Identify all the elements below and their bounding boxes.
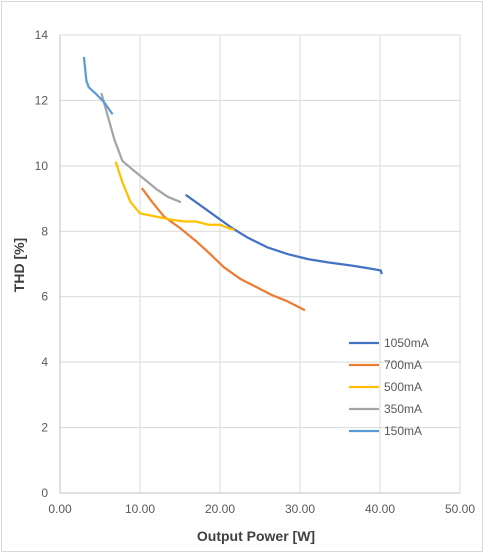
- legend-label: 350mA: [384, 402, 422, 416]
- y-tick-label: 14: [35, 28, 49, 42]
- y-tick-label: 2: [41, 421, 48, 435]
- x-tick-label: 30.00: [285, 502, 315, 516]
- y-tick-label: 0: [41, 486, 48, 500]
- legend: 1050mA 700mA 500mA 350mA 150mA: [349, 336, 429, 438]
- series-line-1050mA: [185, 194, 383, 275]
- series-line-350mA: [100, 92, 182, 203]
- x-tick-label: 0.00: [48, 502, 72, 516]
- x-tick-label: 10.00: [125, 502, 155, 516]
- series-line-150mA: [82, 56, 114, 115]
- legend-label: 150mA: [384, 424, 422, 438]
- y-tick-label: 10: [35, 159, 49, 173]
- series-line-500mA: [114, 161, 235, 231]
- legend-label: 500mA: [384, 380, 422, 394]
- series-line-700mA: [141, 187, 306, 311]
- x-tick-label: 50.00: [445, 502, 475, 516]
- y-tick-label: 6: [41, 290, 48, 304]
- y-tick-label: 12: [35, 93, 49, 107]
- legend-label: 700mA: [384, 358, 422, 372]
- y-tick-label: 8: [41, 224, 48, 238]
- x-tick-label: 40.00: [365, 502, 395, 516]
- data-series: [82, 56, 383, 311]
- y-axis-title: THD [%]: [11, 238, 27, 292]
- x-tick-label: 20.00: [205, 502, 235, 516]
- legend-label: 1050mA: [384, 336, 429, 350]
- x-axis-title: Output Power [W]: [197, 528, 315, 544]
- y-tick-label: 4: [41, 355, 48, 369]
- axes: 0 2 4 6 8 10 12 14 0.00 10.00 20.00 30.00 40.00 50.00: [35, 28, 476, 516]
